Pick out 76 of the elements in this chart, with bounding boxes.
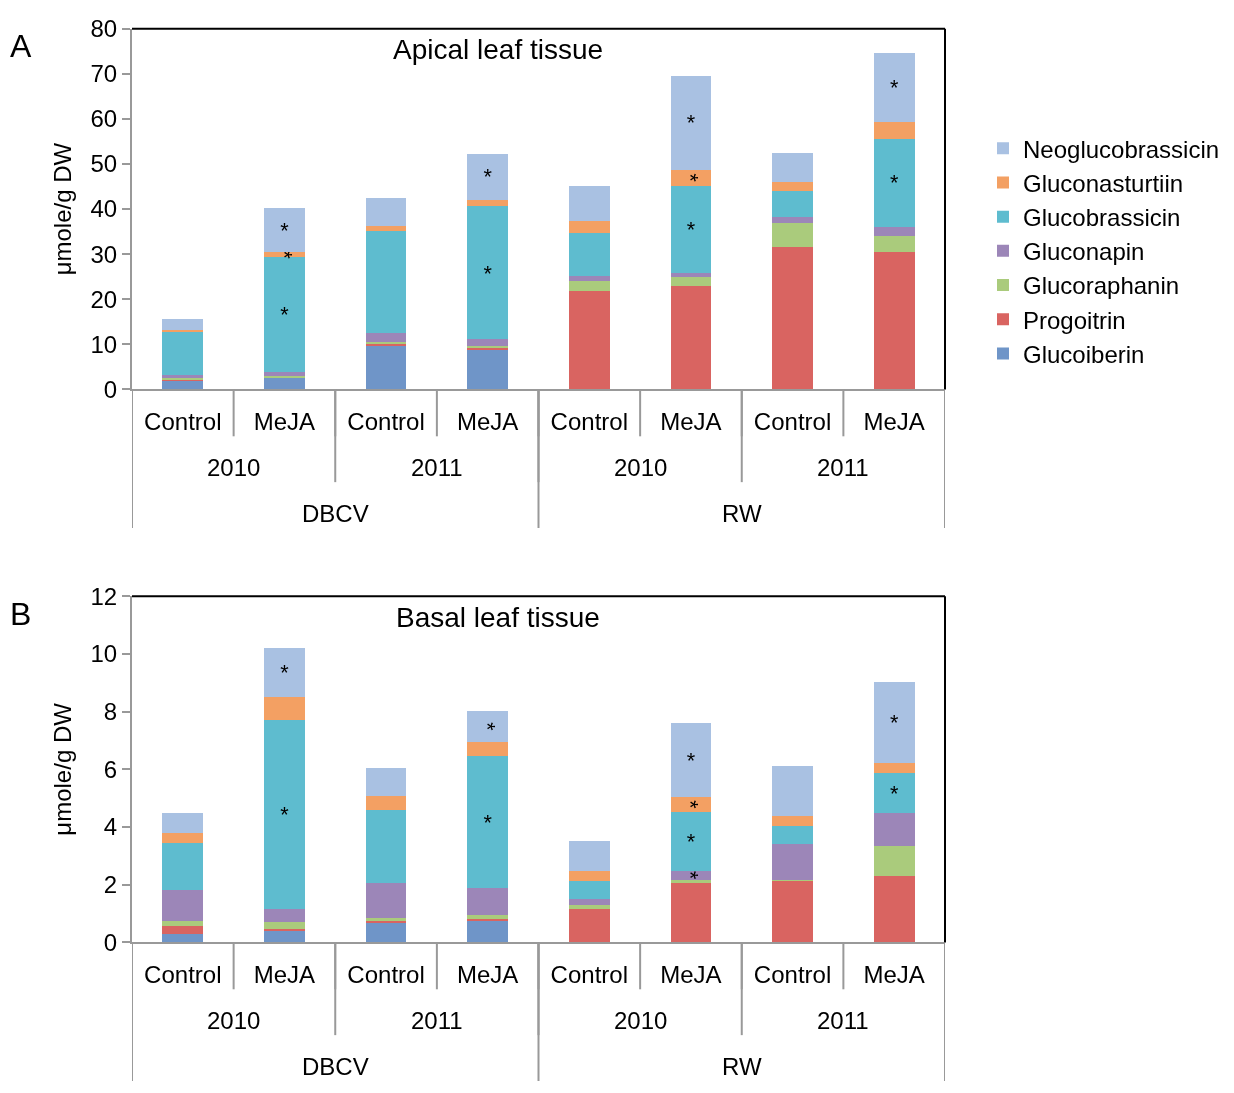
x-tick-label: Control xyxy=(144,408,222,436)
legend-label: Glucoraphanin xyxy=(1023,272,1180,300)
x-tick-label: MeJA xyxy=(457,408,519,436)
text: A xyxy=(10,28,32,64)
text: DBCV xyxy=(302,500,369,527)
data-label: * xyxy=(483,260,493,286)
y-axis-title: μmole/g DW xyxy=(49,142,77,276)
y-tick-label: 10 xyxy=(90,640,118,668)
x-tick-label: MeJA xyxy=(253,408,316,436)
legend-label: Gluconapin xyxy=(1023,238,1145,266)
data-label: * xyxy=(280,217,290,243)
y-tick-label: 30 xyxy=(90,240,118,268)
data-label: * xyxy=(483,809,493,835)
x-tick-label: MeJA xyxy=(863,961,925,989)
x-tick-label: Control xyxy=(753,408,832,436)
x-tick-label: MeJA xyxy=(660,961,722,989)
data-label: * xyxy=(686,216,696,242)
text: RW xyxy=(722,500,762,527)
legend-label: Glucobrassicin xyxy=(1023,204,1181,232)
x-tick-label: Control xyxy=(144,961,222,989)
x-tick-label: Control xyxy=(550,961,628,989)
y-tick-label: 20 xyxy=(90,285,118,313)
y-tick-label: 50 xyxy=(90,150,118,178)
legend-label: Neoglucobrassicin xyxy=(1023,135,1220,163)
data-label: * xyxy=(889,780,899,806)
text: 2011 xyxy=(411,454,463,481)
chart-title: Apical leaf tissue xyxy=(393,34,604,65)
x-tick-label: Control xyxy=(550,408,628,436)
data-label: * xyxy=(483,164,493,190)
data-label: * xyxy=(686,747,696,773)
x-tick-label: MeJA xyxy=(660,408,722,436)
y-tick-label: 6 xyxy=(103,755,118,783)
data-label: * xyxy=(889,75,899,101)
y-tick-label: 10 xyxy=(90,330,118,358)
text: 2010 xyxy=(614,454,668,481)
text: 2010 xyxy=(207,1007,261,1034)
y-tick-label: 0 xyxy=(103,375,118,403)
text: 2011 xyxy=(411,1007,463,1034)
y-tick-label: 8 xyxy=(103,698,118,726)
text: B xyxy=(10,596,32,632)
x-tick-label: Control xyxy=(347,408,425,436)
x-tick-label: MeJA xyxy=(253,961,316,989)
text: RW xyxy=(722,1053,762,1080)
data-label: * xyxy=(678,173,704,183)
x-tick-label: MeJA xyxy=(457,961,519,989)
legend-label: Glucoiberin xyxy=(1023,340,1145,368)
data-label: * xyxy=(889,710,899,736)
text: 2010 xyxy=(207,454,261,481)
legend-label: Progoitrin xyxy=(1023,306,1126,334)
y-tick-label: 12 xyxy=(90,582,118,610)
y-axis-title: μmole/g DW xyxy=(49,702,77,836)
y-tick-label: 60 xyxy=(90,105,118,133)
data-label: * xyxy=(280,802,290,828)
y-tick-label: 80 xyxy=(90,15,118,43)
y-tick-label: 0 xyxy=(103,928,118,956)
y-tick-label: 4 xyxy=(103,813,118,841)
data-label: * xyxy=(678,871,704,881)
data-label: * xyxy=(678,800,704,810)
text: 2011 xyxy=(817,454,869,481)
y-tick-label: 2 xyxy=(103,871,118,899)
data-label: * xyxy=(280,660,290,686)
text: 2010 xyxy=(614,1007,668,1034)
y-tick-label: 40 xyxy=(90,195,118,223)
data-label: * xyxy=(686,828,696,854)
y-tick-label: 70 xyxy=(90,60,118,88)
x-tick-label: MeJA xyxy=(863,408,925,436)
text: 2011 xyxy=(817,1007,869,1034)
data-label: * xyxy=(686,110,696,136)
data-label: * xyxy=(280,302,290,328)
data-label: * xyxy=(475,722,501,732)
data-label: * xyxy=(889,170,899,196)
x-tick-label: Control xyxy=(347,961,425,989)
x-tick-label: Control xyxy=(753,961,832,989)
text: DBCV xyxy=(302,1053,369,1080)
legend-label: Gluconasturtiin xyxy=(1023,169,1184,197)
chart-title: Basal leaf tissue xyxy=(396,602,600,633)
